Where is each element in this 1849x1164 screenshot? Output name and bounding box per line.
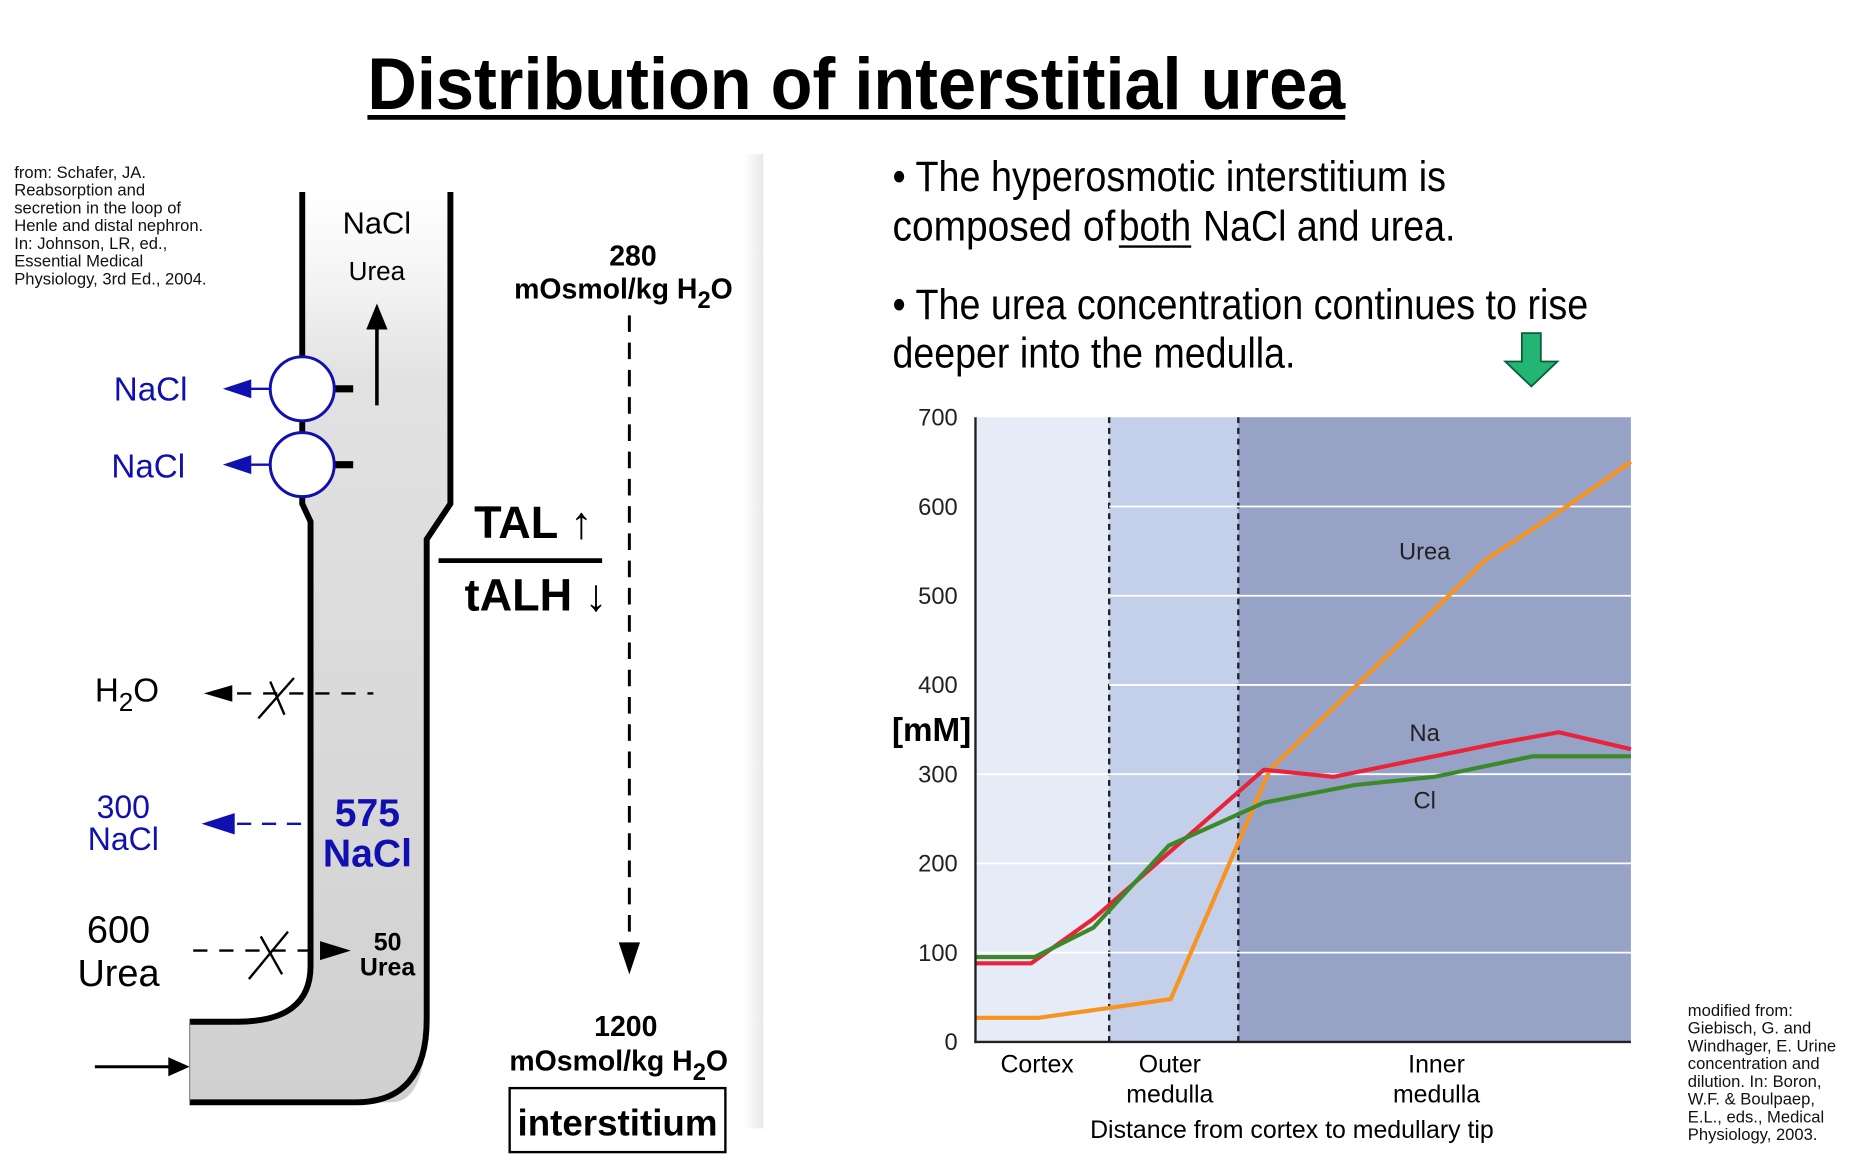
y-tick-label: 700 xyxy=(918,406,958,432)
citation-line: Windhager, E. Urine xyxy=(1688,1036,1836,1055)
series-label-cl: Cl xyxy=(1413,788,1435,814)
bullet-1-emphasis: both xyxy=(1119,203,1191,251)
cortex-osmolality-value: 280 xyxy=(609,241,656,273)
y-tick-label: 0 xyxy=(944,1030,957,1056)
tube-left-wall xyxy=(189,192,314,1025)
region-label-outer: medulla xyxy=(1126,1080,1213,1108)
cortex-osmolality-unit: mOsmol/kg H2O xyxy=(514,274,733,314)
transporter-1: NaCl xyxy=(114,355,354,423)
citation-line: Reabsorption and xyxy=(14,181,145,200)
bullet-1-line-2-end: NaCl and urea. xyxy=(1203,203,1455,251)
x-axis-label: Distance from cortex to medullary tip xyxy=(1090,1116,1494,1144)
citation-right: modified from: Giebisch, G. and Windhage… xyxy=(1688,1001,1836,1144)
region-cortex xyxy=(975,417,1110,1042)
series-line-na xyxy=(975,730,1632,966)
citation-line: dilution. In: Boron, xyxy=(1688,1072,1822,1091)
interstitial-nacl-label: NaCl xyxy=(88,821,159,857)
page-title: Distribution of interstitial urea xyxy=(367,42,1346,125)
region-label-inner: Inner xyxy=(1408,1051,1465,1079)
urea-gradient: 600 Urea 50 Urea xyxy=(77,909,415,995)
y-tick-label: 100 xyxy=(918,941,958,967)
citation-line: E.L., eds., Medical xyxy=(1688,1107,1824,1126)
series-line-cl xyxy=(975,754,1631,960)
interstitium-label: interstitium xyxy=(518,1103,718,1144)
bullet-2-line-1: • The urea concentration continues to ri… xyxy=(892,281,1588,329)
region-inner-medulla xyxy=(1238,417,1631,1042)
loop-of-henle-diagram: NaCl Urea NaCl NaCl H2O 3 xyxy=(77,192,733,1154)
bullet-1-line-2: composed of xyxy=(892,203,1115,251)
bullet-points: • The hyperosmotic interstitium is compo… xyxy=(892,153,1588,378)
interstitium-box xyxy=(508,1086,727,1154)
tube-nacl-label: NaCl xyxy=(343,206,411,241)
tal-label: TAL ↑ xyxy=(474,497,592,548)
tubular-urea-value: 50 xyxy=(374,929,402,957)
h2o-label: H2O xyxy=(95,673,159,717)
bullet-1-line-1: • The hyperosmotic interstitium is xyxy=(892,153,1446,201)
region-label-outer: Outer xyxy=(1139,1051,1201,1079)
y-tick-label: 200 xyxy=(918,852,958,878)
citation-line: Essential Medical xyxy=(14,252,143,271)
series-label-na: Na xyxy=(1410,721,1441,747)
region-label-cortex: Cortex xyxy=(1000,1051,1074,1079)
y-axis-label: [mM] xyxy=(892,712,971,749)
citation-line: Physiology, 3rd Ed., 2004. xyxy=(14,270,206,289)
tubular-nacl-value: 575 xyxy=(335,792,400,835)
tube-right-wall xyxy=(189,192,454,1106)
interstitial-urea-label: Urea xyxy=(77,953,160,995)
tubular-urea-label: Urea xyxy=(360,954,415,982)
nacl-gradient: 300 NaCl 575 NaCl xyxy=(88,789,412,876)
papilla-osmolality-unit: mOsmol/kg H2O xyxy=(509,1045,728,1085)
tube-urea-label: Urea xyxy=(349,256,406,286)
tube-fill xyxy=(189,192,451,1103)
nacl-transport-label: NaCl xyxy=(114,372,188,409)
papilla-osmolality-value: 1200 xyxy=(594,1011,657,1043)
interstitial-urea-value: 600 xyxy=(87,909,150,951)
citation-line: Henle and distal nephron. xyxy=(14,216,203,235)
page-edge xyxy=(744,154,764,1129)
citation-line: modified from: xyxy=(1688,1001,1793,1020)
transporter-2: NaCl xyxy=(111,431,354,499)
down-arrow-icon xyxy=(1503,332,1560,388)
citation-line: Giebisch, G. and xyxy=(1688,1019,1811,1038)
nacl-transport-label: NaCl xyxy=(111,449,185,486)
interstitial-nacl-value: 300 xyxy=(97,789,150,825)
y-tick-label: 500 xyxy=(918,584,958,610)
citation-line: from: Schafer, JA. xyxy=(14,163,146,182)
citation-line: In: Johnson, LR, ed., xyxy=(14,234,167,253)
series-label-urea: Urea xyxy=(1399,539,1451,565)
y-tick-label: 400 xyxy=(918,673,958,699)
talh-label: tALH ↓ xyxy=(465,569,608,620)
citation-left: from: Schafer, JA. Reabsorption and secr… xyxy=(14,163,206,289)
citation-line: Physiology, 2003. xyxy=(1688,1125,1818,1144)
y-tick-label: 600 xyxy=(918,495,958,521)
urea-concentration-chart: 0 100 200 300 400 500 600 700 [mM] Cortex Outer… xyxy=(892,406,1633,1144)
bullet-2-line-2: deeper into the medulla. xyxy=(892,329,1295,377)
h2o-blocked: H2O xyxy=(95,673,374,720)
region-outer-medulla xyxy=(1109,417,1239,1042)
series-line-urea xyxy=(975,460,1633,1020)
region-label-inner: medulla xyxy=(1393,1080,1480,1108)
y-tick-label: 300 xyxy=(918,762,958,788)
citation-line: W.F. & Boulpaep, xyxy=(1688,1090,1815,1109)
citation-line: concentration and xyxy=(1688,1054,1820,1073)
citation-line: secretion in the loop of xyxy=(14,198,181,217)
tubular-nacl-label: NaCl xyxy=(323,832,412,875)
